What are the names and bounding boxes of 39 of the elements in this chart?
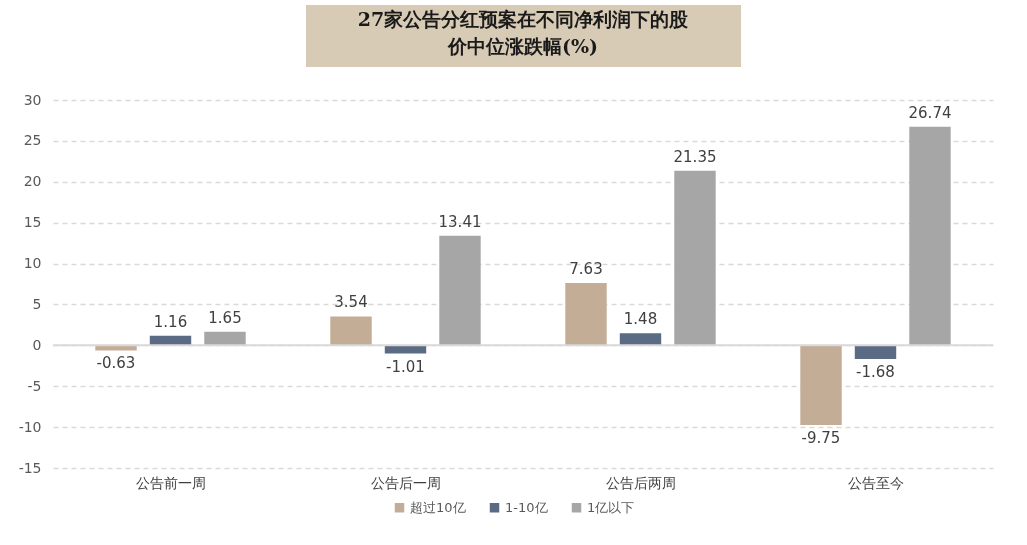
legend-label: 1-10亿 [505, 499, 548, 515]
data-label: 3.54 [334, 293, 368, 312]
data-label: 1.65 [208, 308, 242, 327]
x-tick-label: 公告前一周 [135, 474, 206, 491]
legend-label: 超过10亿 [410, 499, 466, 515]
y-tick-label: 0 [32, 336, 42, 353]
x-tick-label: 公告后一周 [370, 474, 441, 491]
y-tick-label: 25 [23, 132, 42, 149]
data-label: 1.16 [153, 312, 188, 331]
data-label: -1.68 [856, 363, 895, 382]
data-label: -1.01 [386, 357, 425, 376]
bar [909, 126, 951, 346]
y-tick-label: 30 [23, 91, 42, 108]
legend-label: 1亿以下 [587, 499, 635, 515]
y-tick-label: 15 [23, 214, 42, 231]
bar [565, 282, 607, 346]
bar [330, 316, 372, 346]
bar [854, 345, 897, 360]
x-tick-label: 公告后两周 [605, 474, 676, 491]
y-tick-label: -10 [18, 418, 42, 435]
data-label: 26.74 [908, 103, 952, 122]
data-label: 7.63 [569, 259, 603, 278]
data-label: -0.63 [96, 354, 136, 373]
bar [619, 333, 662, 346]
data-label: 21.35 [673, 147, 717, 166]
y-tick-label: -15 [18, 459, 42, 476]
y-tick-label: -5 [27, 377, 42, 394]
x-tick-label: 公告至今 [847, 474, 904, 491]
data-label: 1.48 [623, 310, 658, 329]
y-tick-label: 10 [23, 255, 42, 272]
data-label: -9.75 [801, 429, 841, 448]
y-tick-label: 5 [32, 295, 42, 312]
bar [439, 235, 481, 346]
bar [204, 331, 246, 346]
data-label: 13.41 [438, 212, 482, 231]
bar [800, 345, 842, 426]
chart-title: 27家公告分红预案在不同净利润下的股价中位涨跌幅(%) [357, 8, 690, 57]
bar [674, 170, 716, 346]
y-tick-label: 20 [23, 173, 42, 190]
